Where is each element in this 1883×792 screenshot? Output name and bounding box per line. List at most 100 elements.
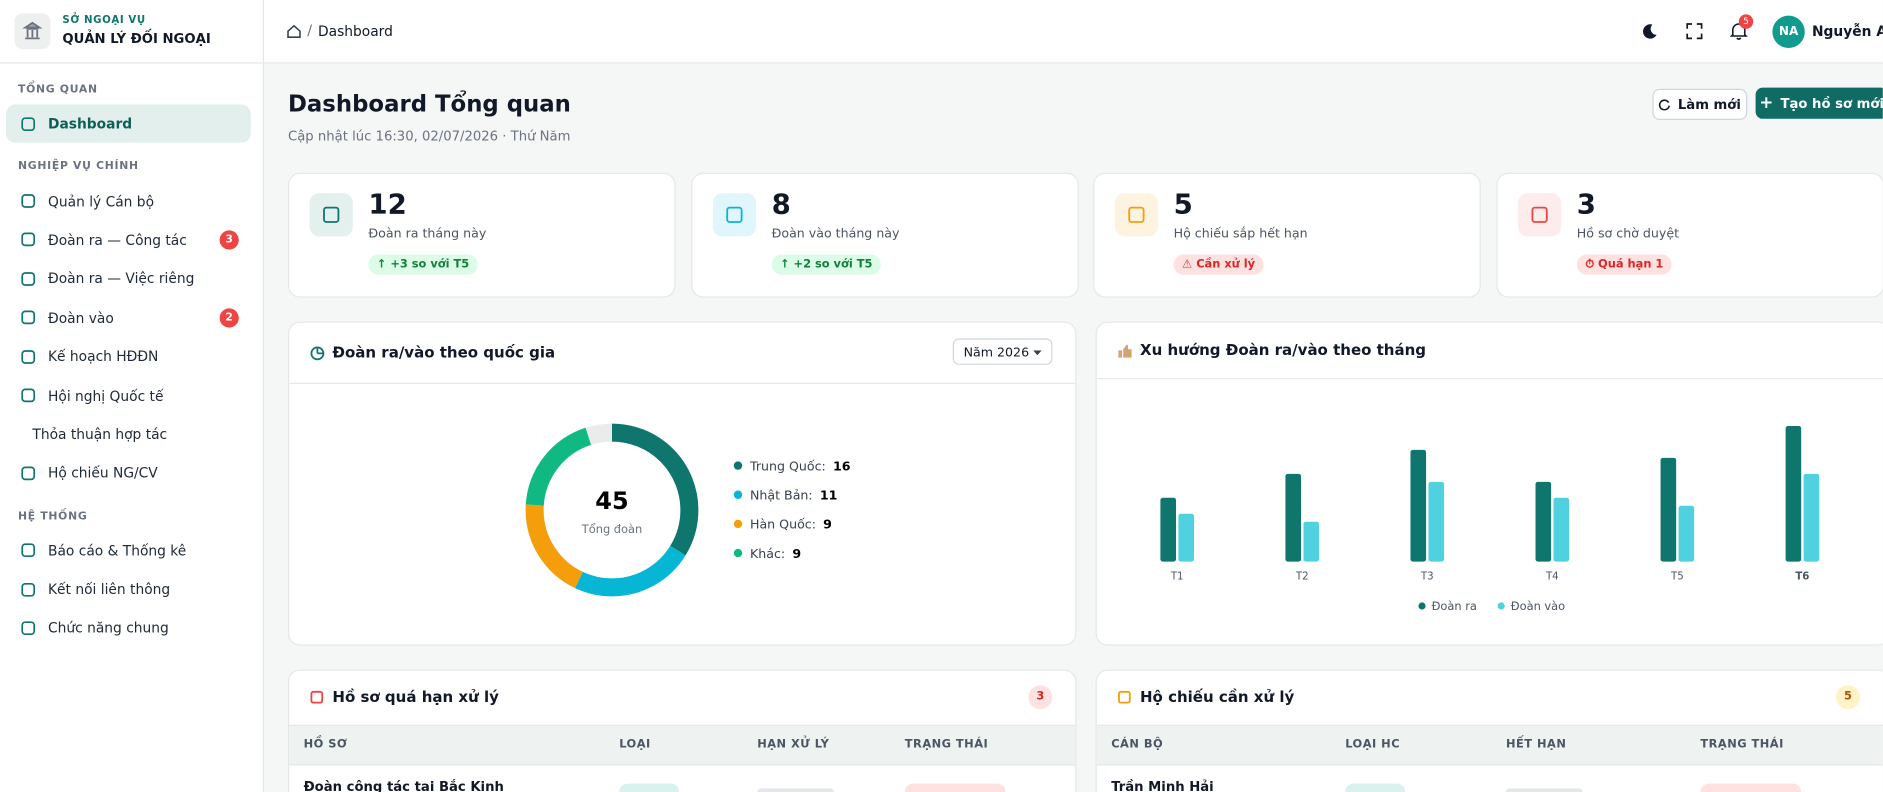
- table-count: 5: [1836, 685, 1861, 710]
- nav-item[interactable]: Chức năng chung: [6, 609, 251, 648]
- nav-icon-shape: [21, 388, 36, 403]
- x-tick-label: T3: [1420, 572, 1434, 583]
- x-tick-label: T2: [1295, 572, 1309, 583]
- table-icon: [310, 690, 324, 704]
- nav-label: Hội nghị Quốc tế: [48, 387, 164, 404]
- stat-value: 3: [1576, 189, 1597, 221]
- stat-card: 3 Hồ sơ chờ duyệt ⏱ Quá hạn 1: [1496, 172, 1883, 298]
- nav-icon: [21, 194, 36, 208]
- create-button[interactable]: + Tạo hồ sơ mới: [1755, 87, 1883, 119]
- nav-item[interactable]: Dashboard: [6, 104, 251, 144]
- nav-icon: [21, 271, 36, 286]
- nav-icon: [21, 621, 36, 636]
- table-header: HỒ SƠ: [303, 738, 348, 752]
- fullscreen[interactable]: [1686, 23, 1703, 40]
- x-tick-label: T6: [1795, 572, 1809, 583]
- page-updated: Cập nhật lúc 16:30, 02/07/2026 · Thứ Năm: [288, 128, 571, 144]
- bar: [1803, 473, 1820, 562]
- stat-card: 12 Đoàn ra tháng này ↑ +3 so với T5: [288, 172, 676, 298]
- avatar[interactable]: NA: [1772, 15, 1805, 49]
- legend-label: Hàn Quốc:: [750, 517, 816, 532]
- brand-title: QUẢN LÝ ĐỐI NGOẠI: [62, 31, 211, 47]
- bar: [1678, 505, 1695, 562]
- legend-value: 9: [823, 517, 832, 532]
- donut-total-label: Tổng đoàn: [581, 522, 642, 536]
- legend-label: Đoàn vào: [1511, 599, 1565, 613]
- legend-label: Nhật Bản:: [750, 488, 813, 503]
- nav-item[interactable]: Kế hoạch HĐĐN: [6, 337, 251, 376]
- date-placeholder: [757, 788, 835, 792]
- nav-icon-shape: [21, 116, 36, 131]
- nav-label: Thỏa thuận hợp tác: [32, 425, 168, 443]
- x-tick-label: T1: [1170, 572, 1184, 583]
- table-cell: Đoàn công tác tại Bắc Kinh: [303, 778, 504, 792]
- divider: [1096, 378, 1883, 380]
- theme-toggle[interactable]: [1642, 23, 1659, 40]
- nav-icon: [21, 543, 36, 558]
- caret: [1033, 350, 1042, 356]
- table-icon: [1118, 690, 1131, 704]
- nav-item[interactable]: Đoàn ra — Việc riêng: [6, 259, 251, 298]
- breadcrumb: Dashboard: [318, 22, 393, 40]
- table-header-row: [1096, 724, 1883, 766]
- nav-label: Chức năng chung: [48, 619, 169, 637]
- donut-chart: Trung Quốc: 16 Nhật Bản: 11 Hàn Quốc: 9 Khác: 9…: [525, 423, 851, 597]
- refresh-label: Làm mới: [1677, 96, 1741, 113]
- trend-card: Xu hướng Đoàn ra/vào theo tháng T1 T2 T3 T4…: [1095, 321, 1883, 646]
- nav-heading: NGHIỆP VỤ CHÍNH: [18, 161, 139, 174]
- status-pill: [1700, 783, 1802, 792]
- nav-item[interactable]: Kết nối liên thông: [6, 570, 251, 609]
- legend-dot: [733, 519, 743, 529]
- nav-item[interactable]: Đoàn vào 2: [6, 298, 251, 337]
- nav-icon-shape: [21, 349, 36, 364]
- nav-label: Quản lý Cán bộ: [48, 192, 155, 210]
- logo-icon: [22, 21, 43, 40]
- date-placeholder: [1506, 788, 1583, 792]
- nav-item[interactable]: Hộ chiếu NG/CV: [6, 454, 251, 493]
- nav-heading: HỆ THỐNG: [18, 510, 88, 523]
- create-label: Tạo hồ sơ mới: [1780, 95, 1883, 112]
- bar: [1410, 449, 1427, 562]
- nav-item[interactable]: Hội nghị Quốc tế: [6, 376, 251, 415]
- bar: [1535, 481, 1552, 562]
- stat-value: 8: [771, 189, 791, 221]
- table-header-row: [289, 724, 1076, 766]
- nav-label: Kết nối liên thông: [48, 580, 171, 598]
- table-header: HẠN XỬ LÝ: [757, 738, 830, 752]
- legend-dot: [733, 548, 743, 558]
- donut-icon: [310, 346, 325, 361]
- refresh-button[interactable]: Làm mới: [1652, 88, 1748, 121]
- trend-icon: [1118, 344, 1132, 358]
- legend-value: 16: [833, 458, 851, 473]
- stat-tag: ↑ +2 so với T5: [771, 254, 881, 275]
- page-title: Dashboard Tổng quan: [288, 91, 571, 118]
- glyph: [310, 690, 324, 704]
- user-name[interactable]: Nguyễn An: [1812, 22, 1883, 40]
- plus-icon: +: [1759, 93, 1774, 113]
- nav-item[interactable]: Báo cáo & Thống kê: [6, 531, 251, 570]
- nav-icon-shape: [21, 194, 36, 208]
- legend-dot: [733, 490, 743, 499]
- nav-label: Hộ chiếu NG/CV: [48, 464, 158, 482]
- nav-label: Đoàn ra — Việc riêng: [48, 270, 195, 288]
- home-icon[interactable]: [287, 24, 301, 38]
- legend-dot: [733, 461, 743, 470]
- type-pill: [1345, 783, 1406, 792]
- year-select[interactable]: Năm 2026: [952, 338, 1053, 365]
- brand-logo: [14, 13, 51, 50]
- nav-item[interactable]: Thỏa thuận hợp tác: [6, 415, 251, 454]
- nav-item[interactable]: Quản lý Cán bộ: [6, 182, 251, 221]
- stat-card: 8 Đoàn vào tháng này ↑ +2 so với T5: [691, 172, 1079, 298]
- legend-dot: [1497, 602, 1505, 610]
- stat-card: 5 Hộ chiếu sắp hết hạn ⚠ Cần xử lý: [1093, 172, 1481, 298]
- table-cell: Trần Minh Hải: [1111, 778, 1214, 792]
- bar: [1285, 473, 1302, 562]
- stat-value: 5: [1173, 189, 1193, 221]
- x-tick-label: T5: [1670, 572, 1684, 583]
- nav-icon-shape: [21, 271, 36, 286]
- brand-sub: SỞ NGOẠI VỤ: [62, 14, 146, 27]
- nav-item[interactable]: Đoàn ra — Công tác 3: [6, 221, 251, 260]
